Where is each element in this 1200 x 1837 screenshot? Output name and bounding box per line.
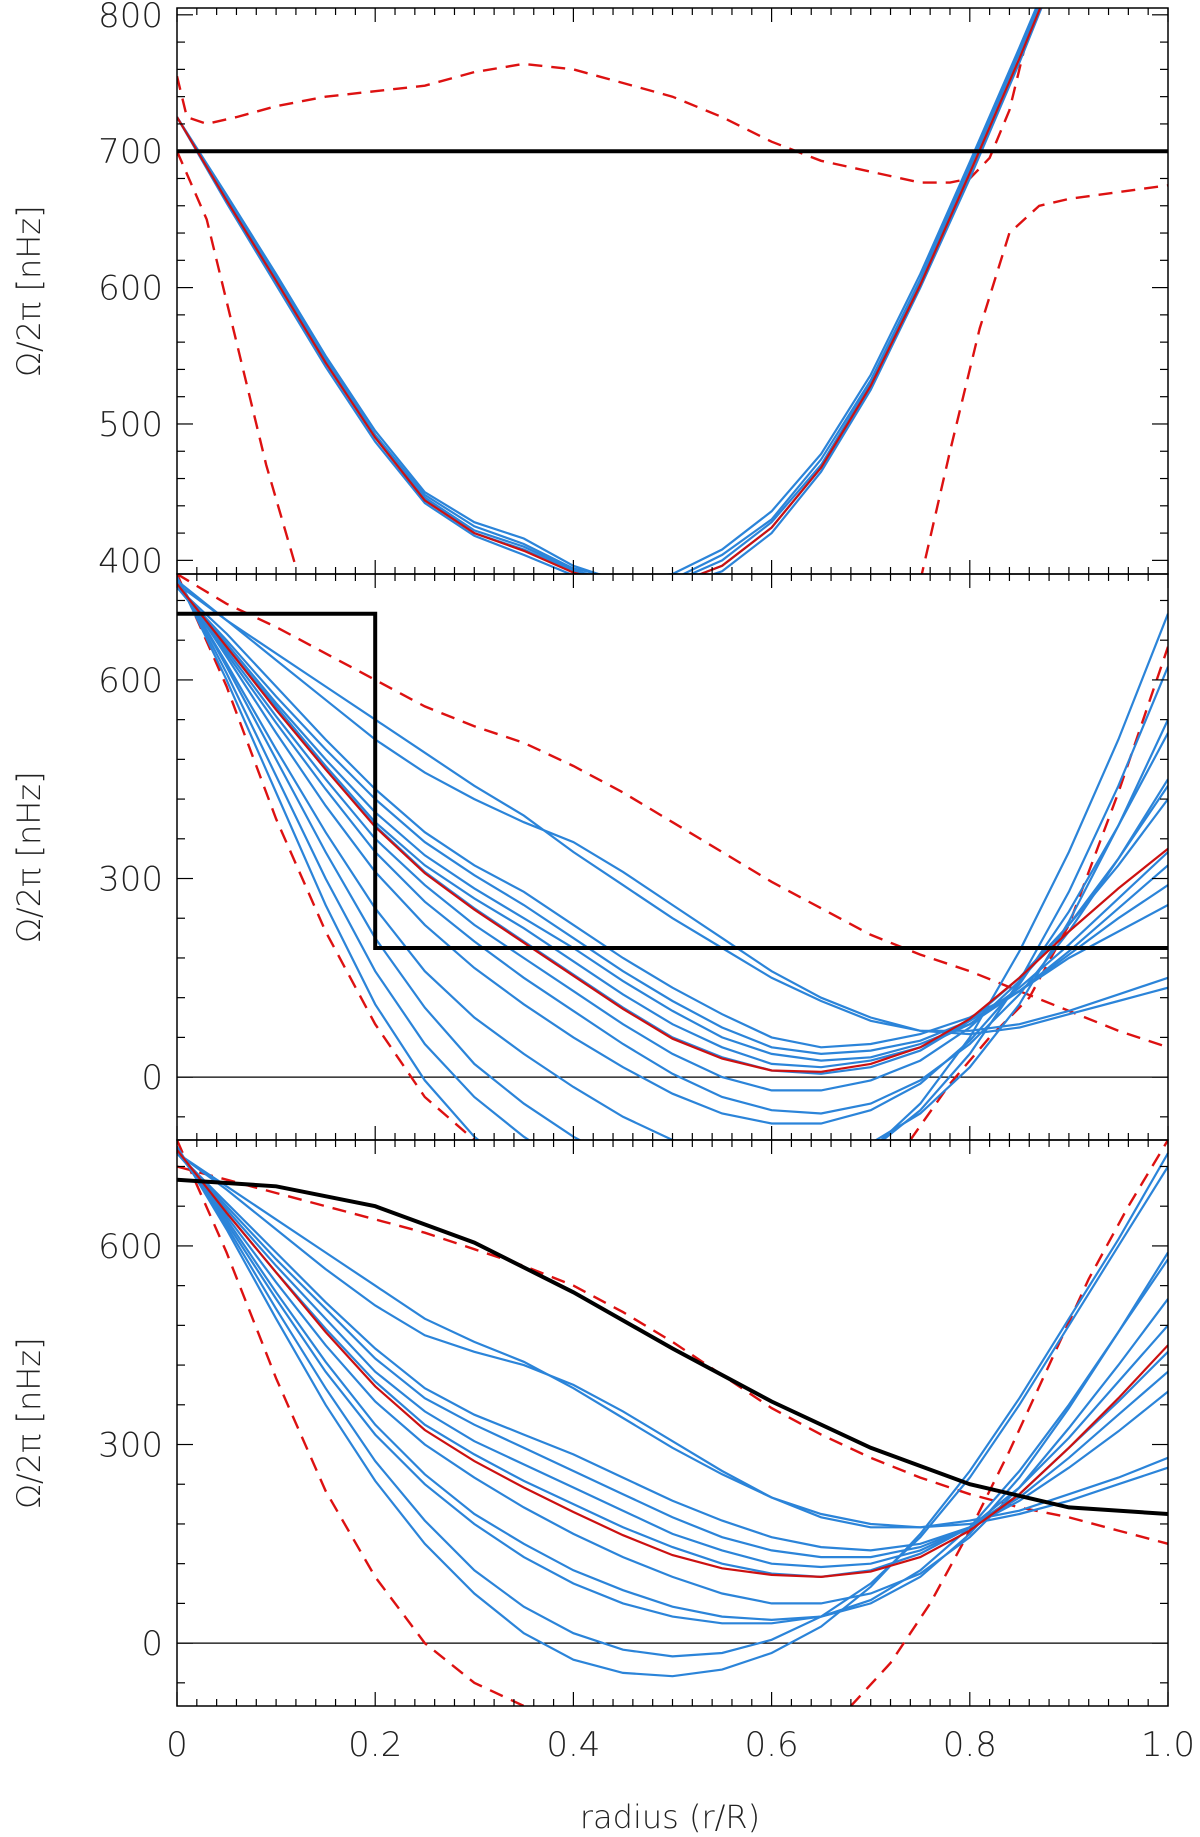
target-profile-line <box>177 1177 1168 1516</box>
x-tick-label: 0 <box>166 1725 188 1765</box>
y-tick-label: 0 <box>141 1624 163 1664</box>
inversion-line-8 <box>177 583 1168 1115</box>
inversion-line-6 <box>177 1149 1168 1605</box>
inversion-line-7 <box>177 583 1168 1092</box>
x-tick-label: 0.2 <box>348 1725 402 1765</box>
inversion-line-7 <box>177 1149 1168 1622</box>
error-bound-lower <box>177 1140 525 1706</box>
inversion-line-10 <box>177 580 1168 1140</box>
inversion-line-10 <box>177 1149 1168 1625</box>
y-axis-label: Ω/2π [nHz] <box>10 205 48 376</box>
panel-frame <box>176 1139 1169 1707</box>
y-tick-label: 0 <box>141 1058 163 1098</box>
inversion-line-2 <box>177 1152 1168 1552</box>
plot-area <box>177 8 1168 574</box>
y-tick-label: 800 <box>98 0 163 36</box>
inversion-line-2 <box>177 8 1041 574</box>
average-line <box>177 1149 1168 1579</box>
inversion-line-5 <box>177 1149 1168 1579</box>
error-bound-lower <box>177 150 298 568</box>
average-line <box>177 583 1168 1073</box>
error-bound-upper <box>177 8 1039 184</box>
y-tick-label: 500 <box>98 405 163 445</box>
plot-area <box>177 1140 1168 1706</box>
panel-top: 400 500 600 700 800 Ω/2π [nHz] <box>10 0 1169 581</box>
inversion-line-0 <box>177 579 1168 1036</box>
plot-area <box>177 574 1168 1140</box>
inversion-line-5 <box>177 586 1168 1069</box>
inversion-line-9 <box>177 579 1168 1125</box>
panel-middle: 0 300 600 Ω/2π [nHz] <box>10 573 1169 1141</box>
target-profile-line <box>177 611 1168 950</box>
y-tick-label: 600 <box>98 1227 163 1267</box>
y-axis-label: Ω/2π [nHz] <box>10 771 48 942</box>
inversion-line-3 <box>177 8 1038 574</box>
x-tick-label: 0.8 <box>943 1725 997 1765</box>
x-tick-label: 0.6 <box>745 1725 799 1765</box>
y-tick-label: 700 <box>98 132 163 172</box>
y-tick-label: 300 <box>98 1426 163 1466</box>
y-tick-label: 600 <box>98 269 163 309</box>
inversion-line-9 <box>177 1146 1168 1678</box>
error-bound-lower <box>177 574 476 1140</box>
x-tick-label: 0.4 <box>546 1725 600 1765</box>
y-tick-label: 400 <box>98 541 163 581</box>
inversion-line-1 <box>177 8 1040 574</box>
inversion-line-4 <box>177 8 1039 574</box>
y-tick-label: 300 <box>98 860 163 900</box>
y-tick-label: 600 <box>98 661 163 701</box>
inversion-line-0 <box>177 8 1043 574</box>
panel-bottom: 0 300 600 Ω/2π [nHz] 0 0.2 0.4 0.6 0.8 1.0 <box>10 1139 1195 1765</box>
inversion-line-12 <box>177 576 481 1140</box>
average-line <box>177 8 1042 574</box>
error-bound-lower2 <box>909 646 1168 1140</box>
inversion-line-0 <box>177 1152 1168 1529</box>
y-axis-label: Ω/2π [nHz] <box>10 1337 48 1508</box>
inversion-line-4 <box>177 586 1168 1062</box>
inversion-line-13 <box>177 576 1168 1140</box>
inversion-line-1 <box>177 1152 1168 1529</box>
error-bound-lower2 <box>850 1140 1168 1706</box>
error-bound-lower2 <box>920 184 1168 574</box>
inversion-line-8 <box>177 1146 1168 1658</box>
x-axis-label: radius (r/R) <box>580 1798 760 1836</box>
inversion-line-11 <box>177 576 1168 1140</box>
panel-frame <box>176 7 1169 575</box>
x-tick-label: 1.0 <box>1141 1725 1195 1765</box>
error-bound-upper <box>177 574 1168 1049</box>
